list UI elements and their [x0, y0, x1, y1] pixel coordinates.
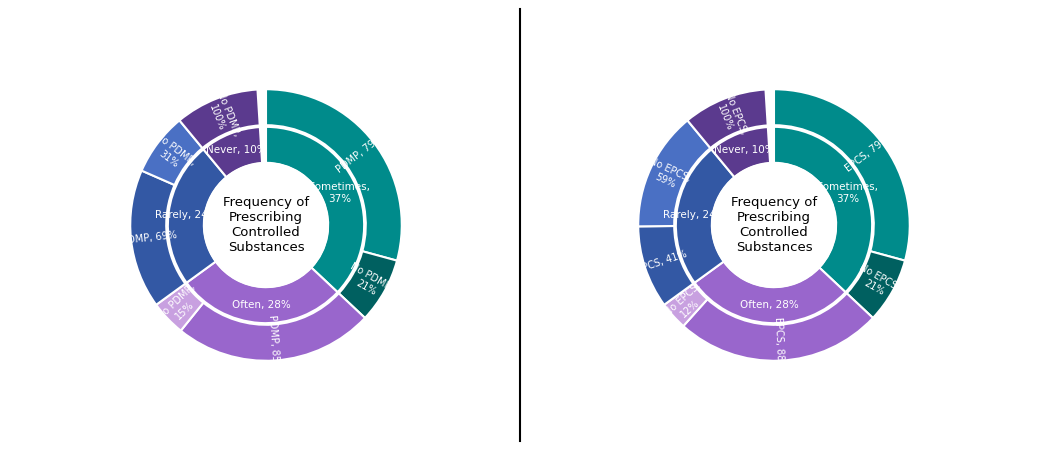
Text: PDMP, 69%: PDMP, 69% — [121, 230, 177, 246]
Wedge shape — [676, 149, 734, 283]
Text: EPCS, 79%: EPCS, 79% — [843, 134, 891, 173]
Wedge shape — [266, 127, 364, 292]
Text: EPCS, 88%: EPCS, 88% — [773, 316, 785, 369]
Text: No PDMP,
31%: No PDMP, 31% — [147, 131, 198, 177]
Wedge shape — [181, 293, 365, 361]
Wedge shape — [665, 284, 707, 326]
Text: EPCS, 41%: EPCS, 41% — [635, 249, 688, 275]
Text: No PDMP,
21%: No PDMP, 21% — [343, 261, 395, 304]
Wedge shape — [339, 251, 397, 318]
Wedge shape — [695, 261, 846, 323]
Wedge shape — [186, 261, 338, 323]
Wedge shape — [167, 149, 227, 283]
Text: PDMP, 85%: PDMP, 85% — [267, 314, 281, 371]
Text: No PDMP,
15%: No PDMP, 15% — [156, 282, 205, 330]
Text: Rarely, 24%: Rarely, 24% — [155, 210, 217, 220]
Wedge shape — [687, 90, 768, 148]
Wedge shape — [639, 121, 710, 226]
Text: Frequency of
Prescribing
Controlled
Substances: Frequency of Prescribing Controlled Subs… — [223, 196, 309, 254]
Text: Often, 28%: Often, 28% — [232, 300, 290, 310]
Wedge shape — [711, 127, 770, 177]
Text: PDMP, 79%: PDMP, 79% — [334, 133, 385, 175]
Wedge shape — [683, 293, 873, 361]
Text: Frequency of
Prescribing
Controlled
Substances: Frequency of Prescribing Controlled Subs… — [223, 196, 309, 254]
Text: Sometimes,
37%: Sometimes, 37% — [309, 182, 370, 204]
Text: Rarely, 24%: Rarely, 24% — [664, 210, 726, 220]
Circle shape — [204, 163, 329, 287]
Wedge shape — [130, 171, 185, 305]
Text: No EPCS,
59%: No EPCS, 59% — [643, 156, 692, 194]
Text: Never, 10%: Never, 10% — [206, 145, 267, 155]
Text: Sometimes,
37%: Sometimes, 37% — [816, 182, 879, 204]
Text: No EPCS,
100%: No EPCS, 100% — [712, 91, 749, 140]
Wedge shape — [180, 90, 260, 148]
Wedge shape — [156, 284, 204, 331]
Wedge shape — [847, 251, 905, 318]
Text: Frequency of
Prescribing
Controlled
Substances: Frequency of Prescribing Controlled Subs… — [731, 196, 817, 254]
Text: Frequency of
Prescribing
Controlled
Substances: Frequency of Prescribing Controlled Subs… — [731, 196, 817, 254]
Text: No EPCS,
21%: No EPCS, 21% — [852, 262, 902, 303]
Wedge shape — [204, 127, 262, 177]
Wedge shape — [266, 89, 401, 261]
Text: No EPCS,
12%: No EPCS, 12% — [662, 281, 710, 327]
Wedge shape — [141, 121, 203, 185]
Wedge shape — [639, 226, 694, 305]
Text: No PDMP,
100%: No PDMP, 100% — [204, 90, 241, 142]
Text: Often, 28%: Often, 28% — [739, 300, 799, 310]
Wedge shape — [774, 89, 910, 261]
Wedge shape — [774, 127, 873, 292]
Circle shape — [711, 163, 836, 287]
Text: Never, 10%: Never, 10% — [714, 145, 775, 155]
